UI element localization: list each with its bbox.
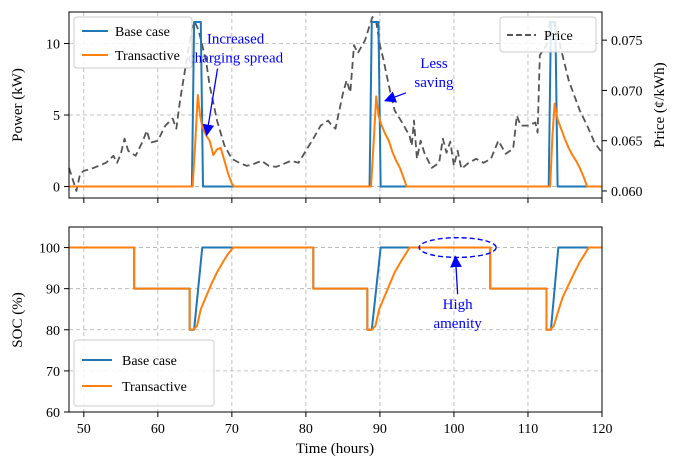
legend-label-base-case: Base case — [115, 25, 170, 40]
power-plot-frame — [68, 11, 603, 199]
soc-plot-frame — [68, 226, 603, 413]
y-tick-label: 0 — [53, 181, 60, 196]
x-tick-label: 50 — [77, 422, 91, 437]
price-legend-box — [499, 16, 597, 53]
x-tick-label: 80 — [299, 422, 313, 437]
soc-x-ticks: 50 60 70 80 90 100 110 120 — [77, 412, 613, 437]
price-y-axis-label: Price (¢/kWh) — [652, 62, 668, 147]
legend-label-base-case: Base case — [122, 354, 177, 369]
soc-panel: High amenity 50 60 70 80 90 100 110 120 60 70 80 90… — [10, 226, 613, 457]
x-tick-label: 90 — [373, 422, 387, 437]
y-tick-label: 100 — [39, 242, 60, 257]
soc-annotations: High amenity — [418, 236, 497, 332]
series-line-transactive — [69, 93, 602, 188]
annotation-text: saving — [414, 75, 454, 91]
legend-label-price: Price — [544, 29, 573, 44]
x-tick-label: 100 — [443, 422, 464, 437]
y-tick-label: 10 — [46, 37, 60, 52]
power-annotations: Increased charging spread Less saving — [188, 31, 454, 137]
series-line-transactive — [69, 246, 602, 331]
y2-tick-label: 0.060 — [611, 185, 643, 200]
annotation-text: Increased — [207, 31, 265, 47]
y-tick-label: 70 — [46, 365, 60, 380]
power-y-ticks: 0 5 10 — [46, 37, 69, 196]
annotation-arrow — [202, 68, 219, 137]
price-y-ticks: 0.060 0.065 0.070 0.075 — [602, 34, 643, 200]
y2-tick-label: 0.070 — [611, 84, 643, 99]
x-tick-label: 120 — [592, 422, 613, 437]
y-tick-label: 80 — [46, 324, 60, 339]
annotation-text: amenity — [433, 316, 482, 332]
y2-tick-label: 0.065 — [611, 135, 643, 150]
annotation-arrow — [384, 91, 407, 103]
x-tick-label: 60 — [151, 422, 165, 437]
power-legend: Base case Transactive — [73, 16, 193, 69]
annotation-arrow — [450, 255, 462, 295]
x-tick-label: 70 — [225, 422, 239, 437]
y-tick-label: 5 — [53, 109, 60, 124]
legend-label-transactive: Transactive — [122, 380, 187, 395]
x-axis-label: Time (hours) — [296, 441, 374, 457]
y2-tick-label: 0.075 — [611, 34, 643, 49]
soc-series — [69, 246, 602, 331]
soc-legend-box — [73, 339, 215, 407]
price-legend: Price — [499, 16, 597, 53]
annotation-text: Less — [420, 56, 448, 72]
y-tick-label: 60 — [46, 406, 60, 421]
power-y-axis-label: Power (kW) — [10, 68, 26, 142]
annotation-text: High — [443, 297, 474, 313]
legend-label-transactive: Transactive — [115, 49, 180, 64]
soc-y-axis-label: SOC (%) — [10, 292, 26, 347]
y-tick-label: 90 — [46, 283, 60, 298]
x-tick-label: 110 — [518, 422, 538, 437]
power-x-ticks — [83, 198, 603, 203]
annotation-text: charging spread — [188, 50, 284, 66]
soc-y-ticks: 60 70 80 90 100 — [39, 242, 69, 421]
soc-legend: Base case Transactive — [73, 339, 215, 407]
series-line-price — [68, 16, 603, 192]
